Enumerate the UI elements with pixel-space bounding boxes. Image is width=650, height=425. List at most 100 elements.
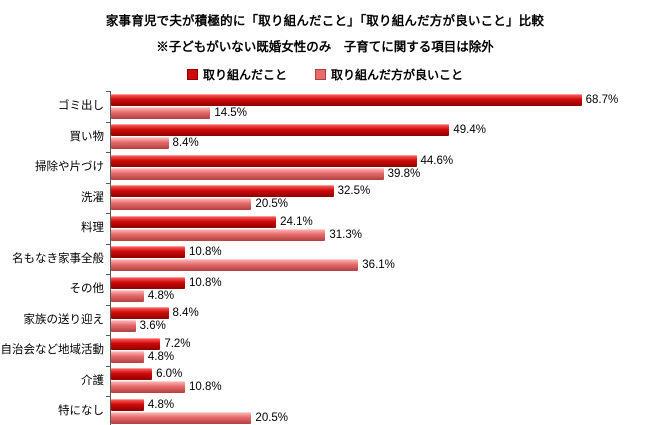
legend-label-done: 取り組んだこと bbox=[202, 68, 287, 82]
bar-group: 68.7% 14.5% bbox=[106, 91, 650, 122]
bar-line: 39.8% bbox=[111, 167, 650, 180]
bar-done bbox=[111, 398, 144, 411]
value-label: 39.8% bbox=[387, 167, 421, 180]
bar-should bbox=[111, 228, 326, 241]
chart-row: その他 10.8% 4.8% bbox=[0, 274, 650, 305]
bar-line: 14.5% bbox=[111, 106, 650, 119]
bar-line: 6.0% bbox=[111, 368, 650, 381]
bar-done bbox=[111, 154, 417, 167]
bar-done bbox=[111, 215, 277, 228]
chart-title: 家事育児で夫が積極的に「取り組んだこと」「取り組んだ方が良いこと」比較 bbox=[105, 14, 545, 28]
bar-line: 10.8% bbox=[111, 381, 650, 394]
legend-swatch-done-icon bbox=[186, 69, 198, 80]
category-label: 料理 bbox=[81, 222, 104, 235]
bar-line: 10.8% bbox=[111, 246, 650, 259]
value-label: 8.4% bbox=[172, 137, 199, 150]
bar-done bbox=[111, 246, 185, 259]
bar-should bbox=[111, 167, 384, 180]
category-label: 特になし bbox=[58, 405, 104, 418]
bar-group: 10.8% 4.8% bbox=[106, 274, 650, 305]
bar-group: 32.5% 20.5% bbox=[106, 182, 650, 213]
value-label: 32.5% bbox=[337, 185, 371, 198]
bar-line: 4.8% bbox=[111, 350, 650, 363]
bar-done bbox=[111, 124, 450, 137]
bar-group: 7.2% 4.8% bbox=[106, 335, 650, 366]
bar-should bbox=[111, 198, 252, 211]
value-label: 20.5% bbox=[255, 411, 289, 424]
bar-line: 20.5% bbox=[111, 198, 650, 211]
chart-row: 家族の送り迎え 8.4% 3.6% bbox=[0, 304, 650, 335]
chart-row: 掃除や片づけ 44.6% 39.8% bbox=[0, 152, 650, 183]
chart-row: 洗濯 32.5% 20.5% bbox=[0, 182, 650, 213]
bar-done bbox=[111, 276, 185, 289]
chart-row: ゴミ出し 68.7% 14.5% bbox=[0, 91, 650, 122]
category-label: 洗濯 bbox=[81, 191, 104, 204]
chart-row: 料理 24.1% 31.3% bbox=[0, 213, 650, 244]
chart-row: 介護 6.0% 10.8% bbox=[0, 365, 650, 396]
bar-done bbox=[111, 185, 334, 198]
bar-line: 20.5% bbox=[111, 411, 650, 424]
value-label: 4.8% bbox=[147, 350, 175, 363]
value-label: 24.1% bbox=[280, 215, 313, 228]
bar-group: 10.8% 36.1% bbox=[106, 243, 650, 274]
value-label: 31.3% bbox=[329, 228, 362, 241]
value-label: 10.8% bbox=[188, 276, 222, 289]
category-label: 介護 bbox=[81, 374, 104, 387]
value-label: 10.8% bbox=[188, 246, 222, 259]
chart-row: 自治会など地域活動 7.2% 4.8% bbox=[0, 335, 650, 366]
value-label: 7.2% bbox=[164, 337, 191, 350]
bar-group: 8.4% 3.6% bbox=[106, 304, 650, 335]
bar-should bbox=[111, 259, 359, 272]
bar-done bbox=[111, 307, 169, 320]
chart-subtitle: ※子どもがいない既婚女性のみ 子育てに関する項目は除外 bbox=[156, 40, 494, 54]
value-label: 68.7% bbox=[585, 93, 619, 106]
category-label: ゴミ出し bbox=[58, 100, 104, 113]
category-label: 買い物 bbox=[69, 130, 105, 143]
bar-should bbox=[111, 411, 252, 424]
bar-group: 4.8% 20.5% bbox=[106, 396, 650, 425]
legend-item-done: 取り組んだこと bbox=[186, 66, 287, 83]
bar-done bbox=[111, 368, 153, 381]
legend: 取り組んだこと 取り組んだ方が良いこと bbox=[0, 66, 650, 83]
bar-should bbox=[111, 106, 211, 119]
value-label: 10.8% bbox=[188, 381, 222, 394]
bar-group: 44.6% 39.8% bbox=[106, 152, 650, 183]
value-label: 6.0% bbox=[156, 368, 183, 381]
chart-row: 名もなき家事全般 10.8% 36.1% bbox=[0, 243, 650, 274]
value-label: 44.6% bbox=[420, 154, 454, 167]
bar-should bbox=[111, 320, 136, 333]
bar-line: 31.3% bbox=[111, 228, 650, 241]
bar-line: 4.8% bbox=[111, 398, 650, 411]
value-label: 3.6% bbox=[139, 320, 166, 333]
bar-group: 49.4% 8.4% bbox=[106, 121, 650, 152]
legend-swatch-should-icon bbox=[315, 69, 326, 80]
category-label: 自治会など地域活動 bbox=[0, 344, 105, 357]
value-label: 49.4% bbox=[453, 124, 486, 137]
value-label: 20.5% bbox=[255, 198, 289, 211]
bar-line: 24.1% bbox=[111, 215, 650, 228]
bar-line: 68.7% bbox=[111, 93, 650, 106]
bar-line: 10.8% bbox=[111, 276, 650, 289]
bar-line: 8.4% bbox=[111, 307, 650, 320]
bar-line: 36.1% bbox=[111, 259, 650, 272]
legend-label-should: 取り組んだ方が良いこと bbox=[331, 68, 464, 82]
value-label: 4.8% bbox=[147, 289, 175, 302]
chart-row: 買い物 49.4% 8.4% bbox=[0, 121, 650, 152]
bar-group: 6.0% 10.8% bbox=[106, 365, 650, 396]
bar-line: 32.5% bbox=[111, 185, 650, 198]
bar-line: 7.2% bbox=[111, 337, 650, 350]
value-label: 36.1% bbox=[362, 259, 395, 272]
bar-line: 8.4% bbox=[111, 137, 650, 150]
bar-done bbox=[111, 337, 161, 350]
bar-line: 44.6% bbox=[111, 154, 650, 167]
legend-item-should: 取り組んだ方が良いこと bbox=[315, 66, 463, 83]
category-label: 掃除や片づけ bbox=[35, 161, 104, 174]
bar-should bbox=[111, 350, 144, 363]
category-label: 家族の送り迎え bbox=[23, 313, 105, 326]
value-label: 4.8% bbox=[147, 398, 175, 411]
bar-line: 4.8% bbox=[111, 289, 650, 302]
bar-line: 3.6% bbox=[111, 320, 650, 333]
bar-should bbox=[111, 289, 144, 302]
bar-done bbox=[111, 93, 582, 106]
